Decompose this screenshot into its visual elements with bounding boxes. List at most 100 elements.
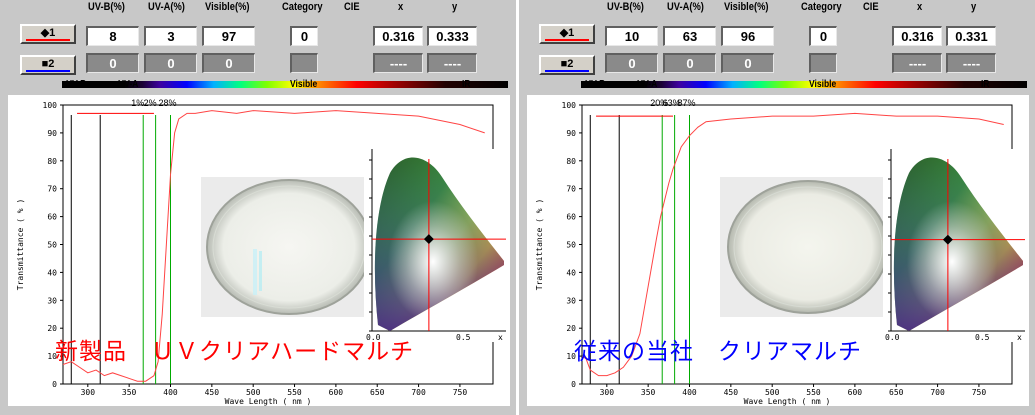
x-axis-label: Wave Length ( nm ): [744, 397, 831, 406]
transmittance-chart: 0 10 20 30 40 50 60 70 80 90 100 300 350 400 450 500 550…: [535, 98, 1013, 406]
marker-label: 63%: [663, 98, 681, 108]
visible-value-2: 0: [721, 53, 774, 73]
y-tick-label: 70: [566, 185, 576, 194]
x-tick-label: 650: [370, 388, 385, 397]
y-axis-label: Transmittance ( % ): [16, 199, 25, 291]
panel-left: UV-B(%) UV-A(%) Visible(%) Category CIE …: [0, 0, 516, 415]
series1-label: ◆1: [559, 27, 575, 39]
spectrum-label-ir: IR: [462, 79, 471, 90]
header-x: x: [398, 1, 404, 13]
x-tick-label: 500: [765, 388, 780, 397]
uva-value-1: 63: [663, 26, 716, 46]
series1-button[interactable]: ◆1: [539, 24, 595, 44]
uvb-value-1: 8: [86, 26, 139, 46]
y-tick-label: 10: [47, 352, 57, 361]
y-tick-label: 90: [566, 129, 576, 138]
visible-value-1: 96: [721, 26, 774, 46]
y-tick-label: 40: [47, 268, 57, 277]
x-tick-label: 350: [641, 388, 656, 397]
x-tick-label: 550: [287, 388, 302, 397]
panel-divider: [516, 0, 519, 415]
category-value-2: [290, 53, 318, 73]
x-tick-label: 450: [205, 388, 220, 397]
uva-value-2: 0: [144, 53, 197, 73]
y-tick-label: 100: [562, 101, 577, 110]
y-tick-label: 40: [566, 268, 576, 277]
cie-diagram: 0.0 0.5 x: [364, 149, 506, 342]
spectrum-bar: [581, 81, 1027, 88]
cie-y-value-2: ----: [946, 53, 996, 73]
series1-label: ◆1: [40, 27, 56, 39]
cie-x-value-1: 0.316: [373, 26, 423, 46]
cie-y-value-1: 0.331: [946, 26, 996, 46]
x-tick-label: 350: [122, 388, 137, 397]
cie-x-tick-label: 0.0: [366, 333, 381, 342]
lens-photo: [201, 177, 377, 317]
uva-value-1: 3: [144, 26, 197, 46]
header-cie: CIE: [344, 1, 360, 13]
cie-diagram: 0.0 0.5 x: [883, 149, 1025, 342]
x-tick-label: 300: [81, 388, 96, 397]
uvb-value-2: 0: [86, 53, 139, 73]
cie-x-value-1: 0.316: [892, 26, 942, 46]
uva-value-2: 0: [663, 53, 716, 73]
series1-button[interactable]: ◆1: [20, 24, 76, 44]
x-tick-label: 550: [806, 388, 821, 397]
uvb-value-2: 0: [605, 53, 658, 73]
cie-x-tick-label: 0.5: [975, 333, 990, 342]
cie-whitepoint-glow: [374, 157, 504, 331]
cie-y-value-2: ----: [427, 53, 477, 73]
visible-value-1: 97: [202, 26, 255, 46]
x-tick-label: 700: [930, 388, 945, 397]
series2-button[interactable]: ■2: [539, 55, 595, 75]
cie-point-marker: [942, 234, 953, 245]
x-tick-label: 750: [453, 388, 468, 397]
transmittance-chart: 0 10 20 30 40 50 60 70 80 90 100 300 350 400 450 500 550…: [16, 98, 494, 406]
spectrum-label-uva: UV-A: [118, 79, 139, 90]
series2-button[interactable]: ■2: [20, 55, 76, 75]
cie-x-label: x: [1017, 333, 1022, 342]
x-tick-label: 450: [724, 388, 739, 397]
y-tick-label: 30: [566, 296, 576, 305]
x-tick-label: 750: [972, 388, 987, 397]
cie-chromaticity: 0.0 0.5 x: [885, 149, 1025, 342]
x-tick-label: 500: [246, 388, 261, 397]
header-y: y: [452, 1, 458, 13]
cie-y-value-1: 0.333: [427, 26, 477, 46]
y-tick-label: 50: [566, 241, 576, 250]
x-tick-label: 700: [411, 388, 426, 397]
spectrum-label-uva: UV-A: [637, 79, 658, 90]
x-tick-label: 600: [329, 388, 344, 397]
marker-label: 1%: [131, 98, 144, 108]
y-tick-label: 10: [566, 352, 576, 361]
marker-label: 87%: [678, 98, 696, 108]
header-uvb: UV-B(%): [607, 1, 644, 13]
transmittance-curve: [581, 112, 1004, 377]
y-tick-label: 70: [47, 185, 57, 194]
header-category: Category: [282, 1, 323, 13]
spectrum-label-visible: Visible: [809, 79, 837, 90]
y-tick-label: 0: [52, 380, 57, 389]
category-value-2: [809, 53, 837, 73]
chart-area: 0 10 20 30 40 50 60 70 80 90 100 300 350 400 450 500 550…: [8, 95, 510, 406]
spectrum-label-visible: Visible: [290, 79, 318, 90]
header-uvb: UV-B(%): [88, 1, 125, 13]
y-axis-label: Transmittance ( % ): [535, 199, 544, 291]
product-caption: 従来の当社 クリアマルチ: [574, 339, 862, 365]
transmittance-curve: [62, 110, 485, 382]
y-tick-label: 80: [47, 157, 57, 166]
product-caption: 新製品 ＵＶクリアハードマルチ: [55, 339, 415, 365]
uvb-value-1: 10: [605, 26, 658, 46]
category-value-1: 0: [809, 26, 837, 46]
marker-label: 20%: [650, 98, 668, 108]
category-value-1: 0: [290, 26, 318, 46]
y-tick-label: 30: [47, 296, 57, 305]
header-x: x: [917, 1, 923, 13]
marker-label: 28%: [159, 98, 177, 108]
header-y: y: [971, 1, 977, 13]
marker-label: 2%: [144, 98, 157, 108]
x-tick-label: 400: [682, 388, 697, 397]
header-category: Category: [801, 1, 842, 13]
chart-area: 0 10 20 30 40 50 60 70 80 90 100 300 350 400 450 500 550…: [527, 95, 1029, 406]
lens-image: [206, 179, 372, 315]
